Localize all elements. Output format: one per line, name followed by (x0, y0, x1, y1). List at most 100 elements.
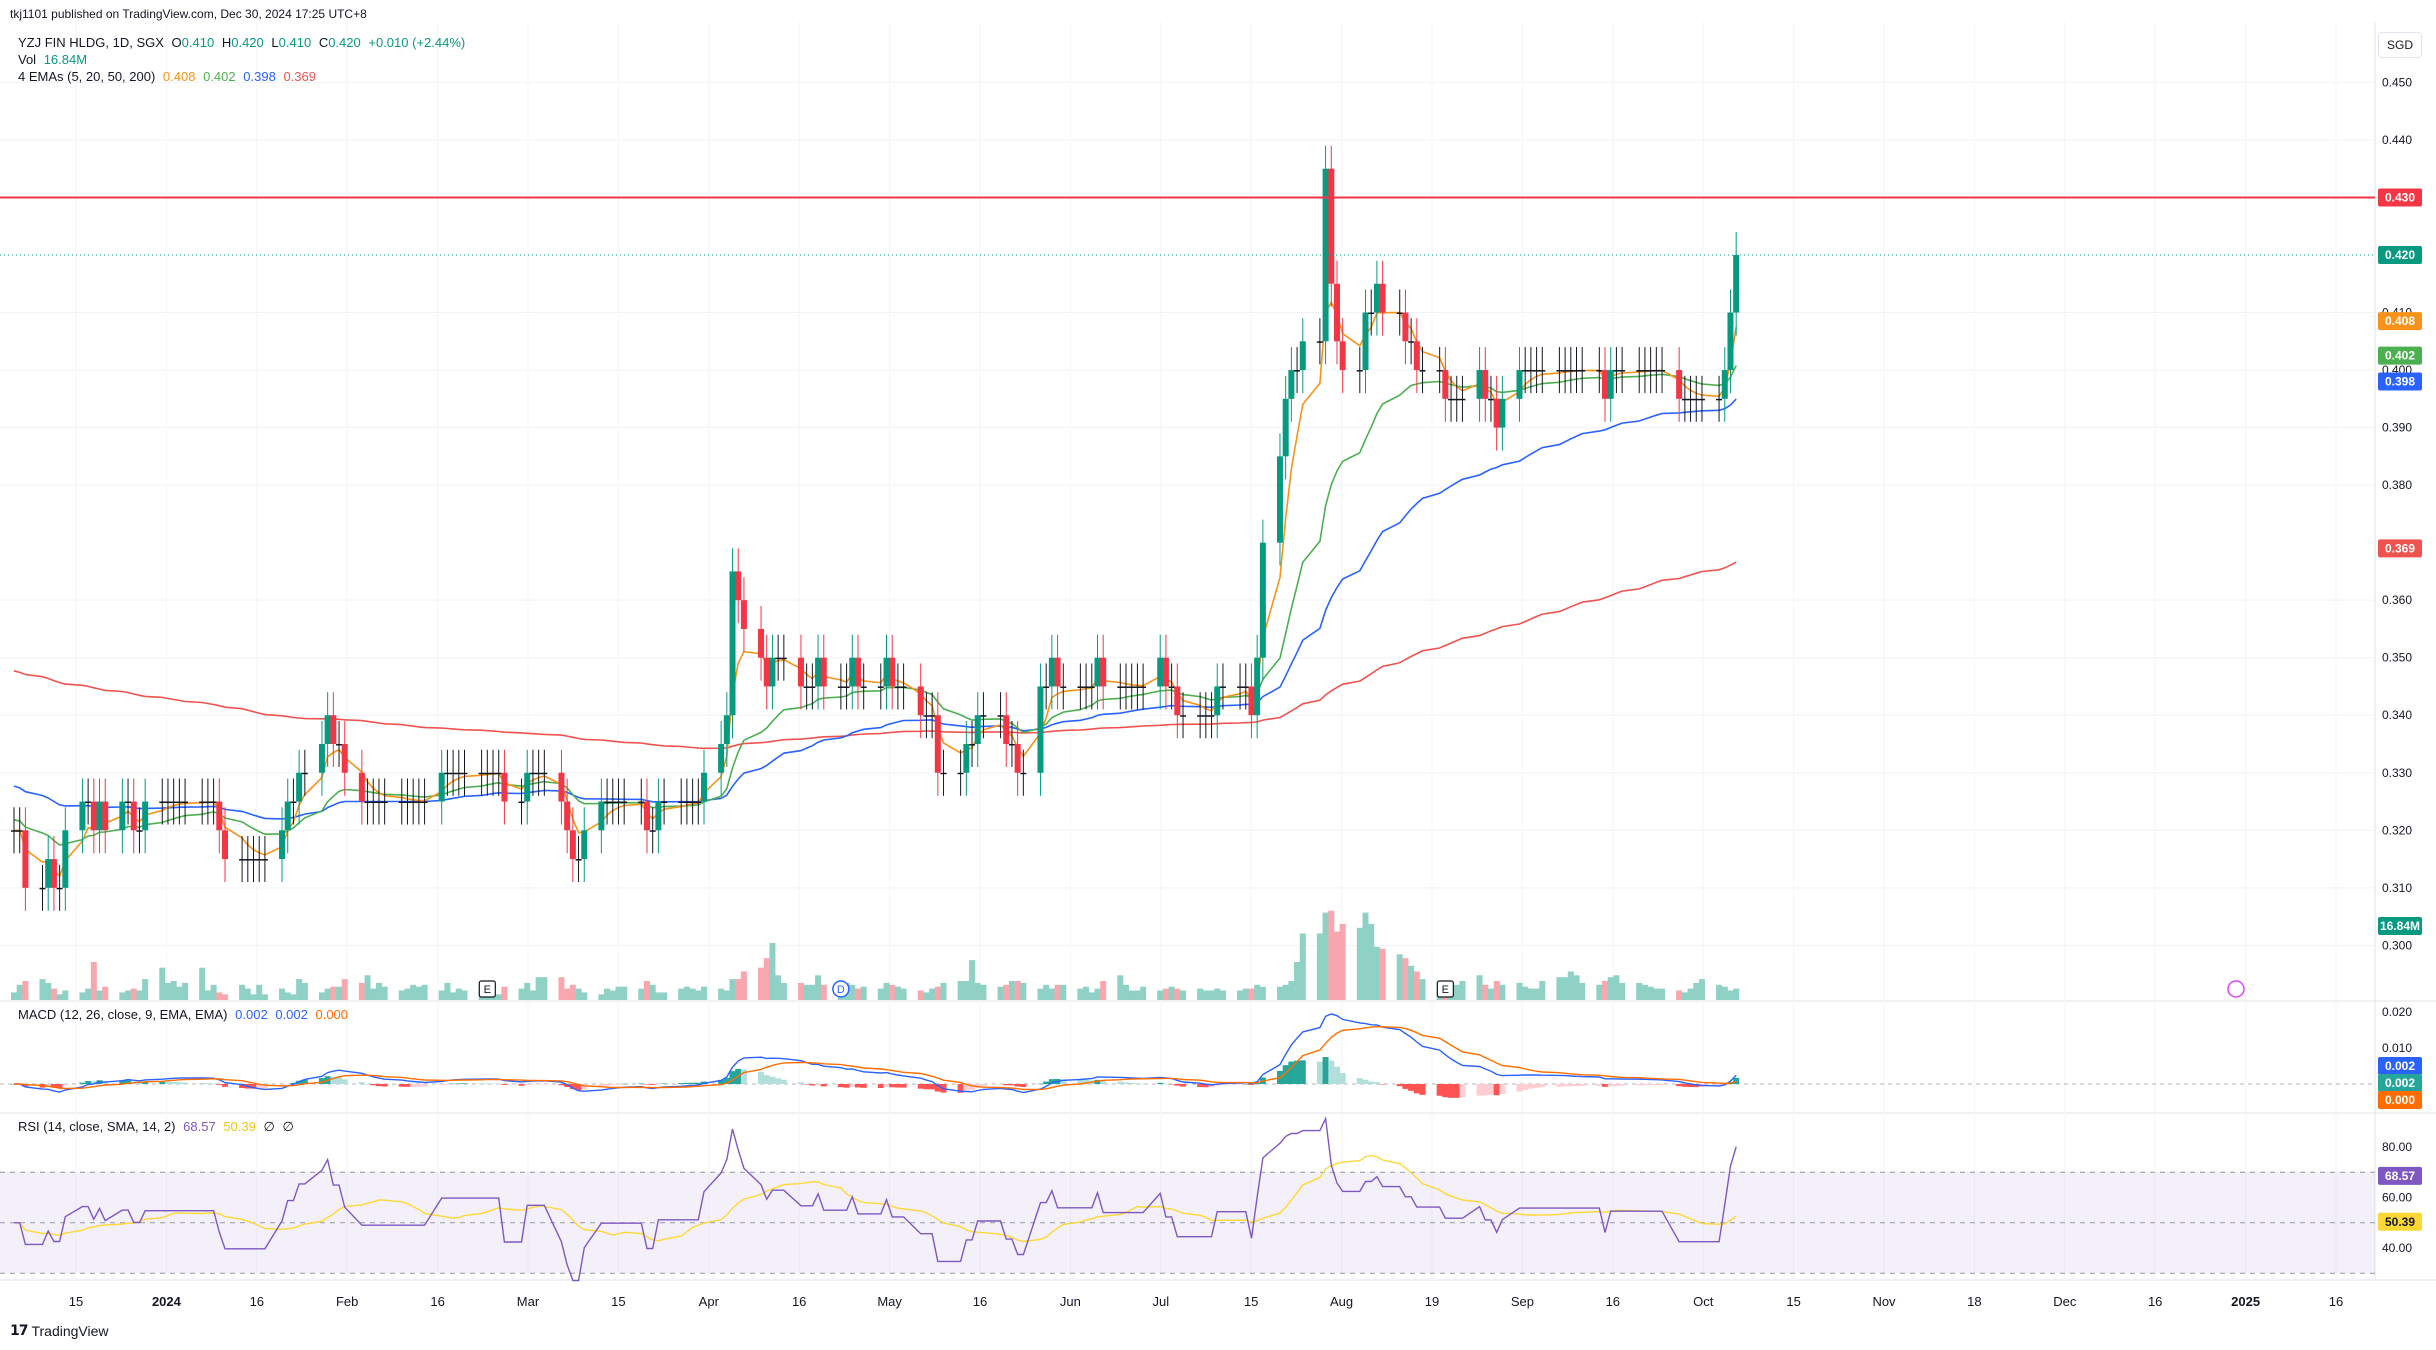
candle-body (1641, 370, 1648, 372)
tradingview-footer[interactable]: 𝟭𝟳 TradingView (10, 1322, 109, 1339)
volume-legend[interactable]: Vol 16.84M (18, 51, 91, 68)
macd-hist-axis-label-bg (2378, 1091, 2422, 1109)
candle-body (1659, 370, 1666, 372)
volume-bar (1368, 924, 1375, 1000)
volume-bar (1180, 990, 1187, 1000)
candle-body (256, 859, 263, 861)
candle-body (1248, 686, 1255, 716)
volume-bar (1619, 982, 1626, 1000)
symbol-name[interactable]: YZJ FIN HLDG, 1D, SGX (18, 35, 164, 50)
candle-body (877, 686, 884, 688)
volume-bar (318, 992, 325, 1000)
macd-histogram-bar (444, 1084, 451, 1085)
volume-bar (1294, 962, 1301, 1000)
candle-body (894, 686, 901, 688)
volume-bar (889, 984, 896, 1000)
candle-body (1647, 370, 1654, 372)
macd-histogram-bar (1556, 1084, 1563, 1087)
time-tick-label: 16 (1606, 1294, 1620, 1309)
volume-bar (1562, 977, 1569, 1000)
rsi-ma-line (14, 1154, 1737, 1243)
rsi-value: 68.57 (183, 1119, 216, 1134)
candle-body (1687, 398, 1694, 401)
rsi-extra-2: ∅ (282, 1119, 294, 1134)
time-tick-label: Jun (1060, 1294, 1081, 1309)
candle-body (615, 801, 622, 804)
candle-body (1214, 686, 1221, 716)
volume-bar (1008, 981, 1015, 1000)
volume-bar (1248, 988, 1255, 1000)
candle-body (575, 859, 582, 861)
macd-histogram-bar (455, 1083, 462, 1084)
macd-label: MACD (12, 26, close, 9, EMA, EMA) (18, 1007, 228, 1022)
macd-histogram-bar (1288, 1061, 1295, 1084)
macd-histogram-bar (1219, 1084, 1226, 1085)
volume-bar (142, 979, 149, 1000)
candle-body (524, 772, 531, 802)
time-tick-label: Feb (336, 1294, 358, 1309)
volume-bar (1516, 982, 1523, 1000)
candle-body (678, 801, 685, 804)
candle-body (1533, 370, 1540, 372)
volume-bar (1499, 984, 1506, 1000)
macd-histogram-bar (490, 1083, 497, 1085)
macd-histogram-bar (1493, 1084, 1500, 1096)
volume-bar (997, 986, 1004, 1000)
candle-body (740, 600, 747, 629)
candle-body (261, 859, 268, 861)
candle-body (1282, 398, 1289, 457)
time-tick-label: 16 (2329, 1294, 2343, 1309)
candle-body (769, 657, 776, 687)
ema5-value: 0.408 (162, 69, 196, 84)
currency-button[interactable]: SGD (2378, 32, 2422, 58)
candle-body (239, 859, 246, 861)
candle-body (358, 772, 365, 802)
macd-histogram-bar (1482, 1084, 1489, 1096)
candle-body (495, 772, 502, 775)
macd-histogram-bar (90, 1081, 97, 1084)
candle-body (940, 772, 947, 775)
symbol-legend[interactable]: YZJ FIN HLDG, 1D, SGX O0.410 H0.420 L0.4… (18, 34, 469, 51)
ema50-axis-label-bg (2378, 372, 2422, 391)
macd-histogram-bar (204, 1083, 211, 1084)
macd-hist-value: 0.000 (315, 1007, 349, 1022)
volume-bar (1373, 946, 1380, 1000)
volume-bar (1539, 981, 1546, 1000)
candle-body (609, 801, 616, 804)
volume-bar (1716, 984, 1723, 1000)
candle-body (375, 801, 382, 804)
rsi-legend[interactable]: RSI (14, close, SMA, 14, 2) 68.57 50.39 … (18, 1118, 298, 1135)
volume-bar (16, 984, 23, 1000)
candle-body (1676, 370, 1683, 399)
volume-bar (1054, 984, 1061, 1000)
volume-bar (723, 990, 730, 1000)
volume-bar (1242, 988, 1249, 1000)
volume-bar (735, 979, 742, 1000)
macd-histogram-bar (1619, 1084, 1626, 1086)
volume-bar (803, 984, 810, 1000)
macd-histogram-bar (1140, 1083, 1147, 1085)
candle-body (39, 887, 46, 890)
candle-body (923, 715, 930, 717)
candle-body (1117, 686, 1124, 688)
macd-histogram-bar (649, 1084, 656, 1085)
macd-histogram-bar (974, 1084, 981, 1088)
macd-histogram-bar (1328, 1060, 1335, 1084)
macd-histogram-bar (1419, 1084, 1426, 1095)
price-tick-label: 0.450 (2382, 75, 2412, 89)
macd-histogram-bar (900, 1084, 907, 1088)
candle-body (809, 686, 816, 688)
candle-body (541, 772, 548, 775)
macd-legend[interactable]: MACD (12, 26, close, 9, EMA, EMA) 0.002 … (18, 1006, 352, 1023)
candle-body (1727, 312, 1734, 371)
macd-histogram-bar (769, 1076, 776, 1084)
macd-histogram-bar (1043, 1081, 1050, 1084)
ema-legend[interactable]: 4 EMAs (5, 20, 50, 200) 0.408 0.402 0.39… (18, 68, 320, 85)
candle-body (478, 772, 485, 775)
macd-histogram-bar (894, 1084, 901, 1088)
candle-body (410, 801, 417, 804)
macd-histogram-bar (85, 1080, 92, 1084)
macd-histogram-bar (780, 1079, 787, 1084)
candle-body (1083, 686, 1090, 688)
